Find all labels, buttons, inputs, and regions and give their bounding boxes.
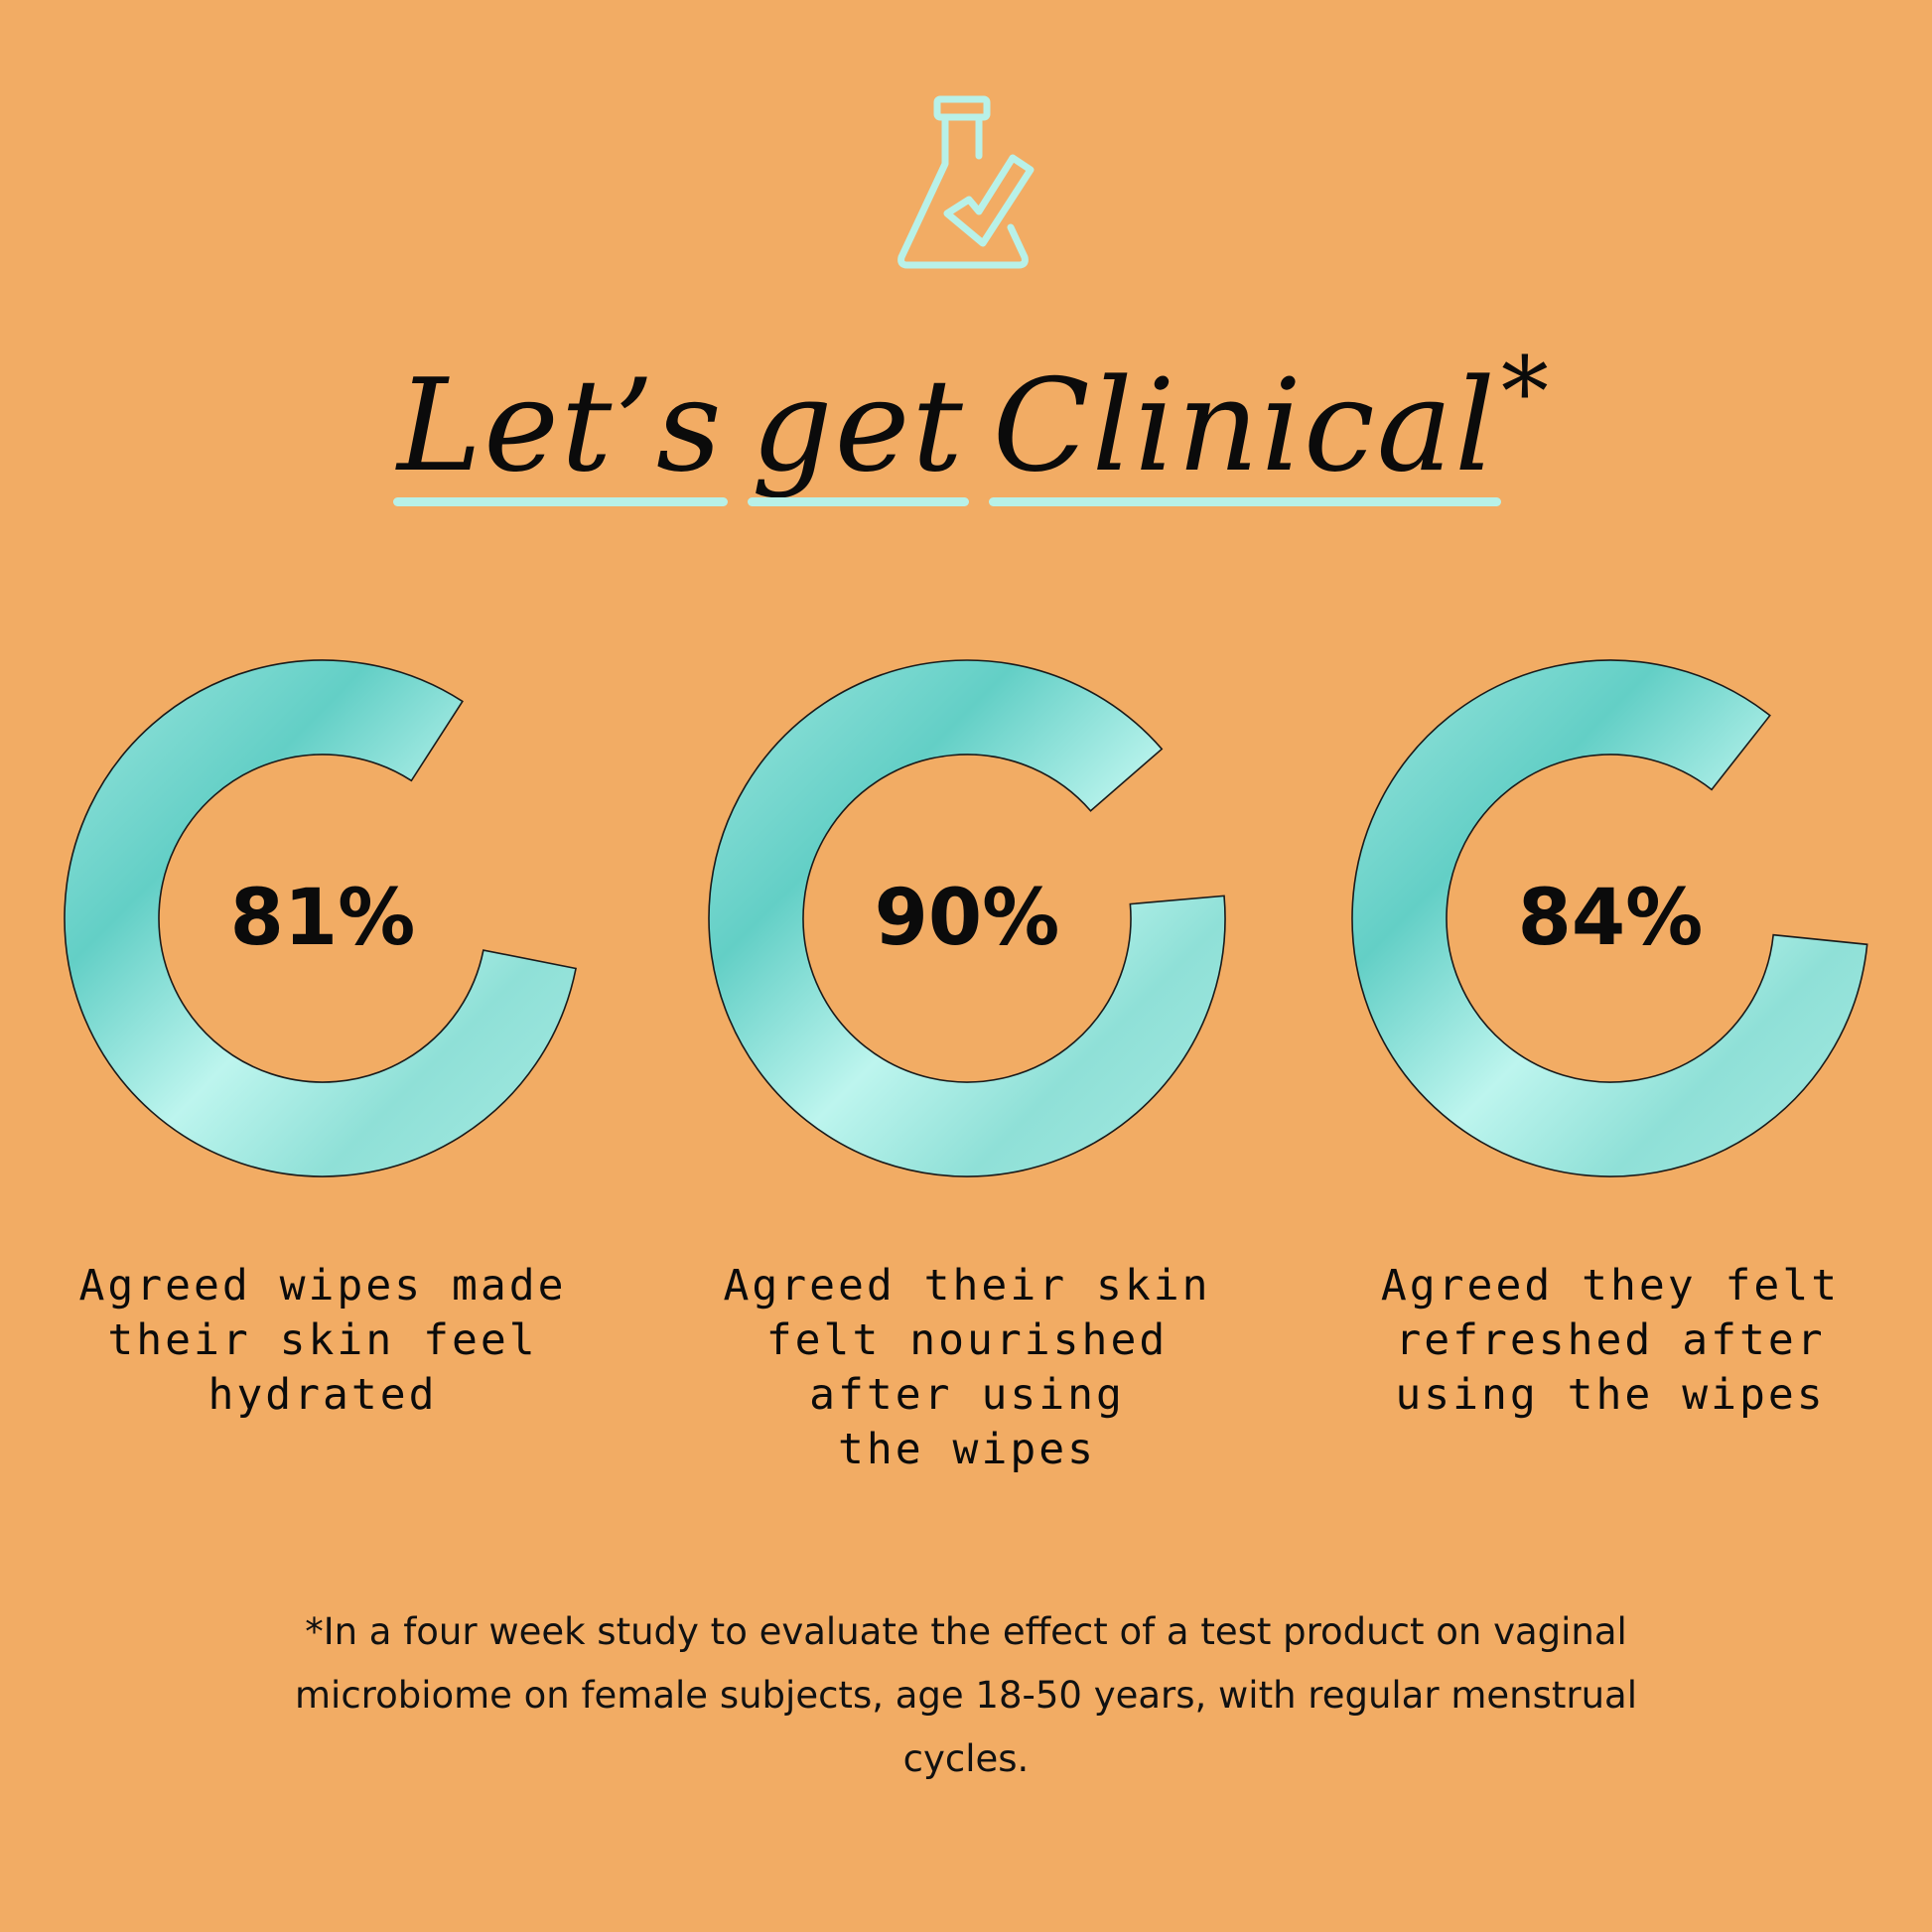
page-title: Let’s get Clinical* — [0, 337, 1932, 506]
footnote: *In a four week study to evaluate the ef… — [295, 1610, 1637, 1780]
title-asterisk: * — [1500, 337, 1549, 448]
stat-description-1: Agreed wipes made their skin feel hydrat… — [78, 1261, 567, 1420]
donut-ring-1 — [64, 659, 577, 1177]
donut-chart-group: 81% 90% 84% — [64, 659, 1868, 1177]
title-word-lets: Let’s — [393, 347, 728, 506]
stat-description-3: Agreed they felt refreshed after using t… — [1380, 1261, 1841, 1420]
title-word-get: get — [747, 347, 969, 506]
stat-description-2: Agreed their skin felt nourished after u… — [723, 1261, 1211, 1474]
percent-label-1: 81% — [230, 874, 416, 963]
percent-label-3: 84% — [1518, 874, 1704, 963]
title-word-clinical: Clinical — [988, 347, 1502, 506]
donut-ring-3 — [1351, 659, 1868, 1177]
donut-ring-2 — [708, 659, 1226, 1177]
percent-label-2: 90% — [875, 874, 1060, 963]
flask-check-icon — [897, 95, 1035, 269]
